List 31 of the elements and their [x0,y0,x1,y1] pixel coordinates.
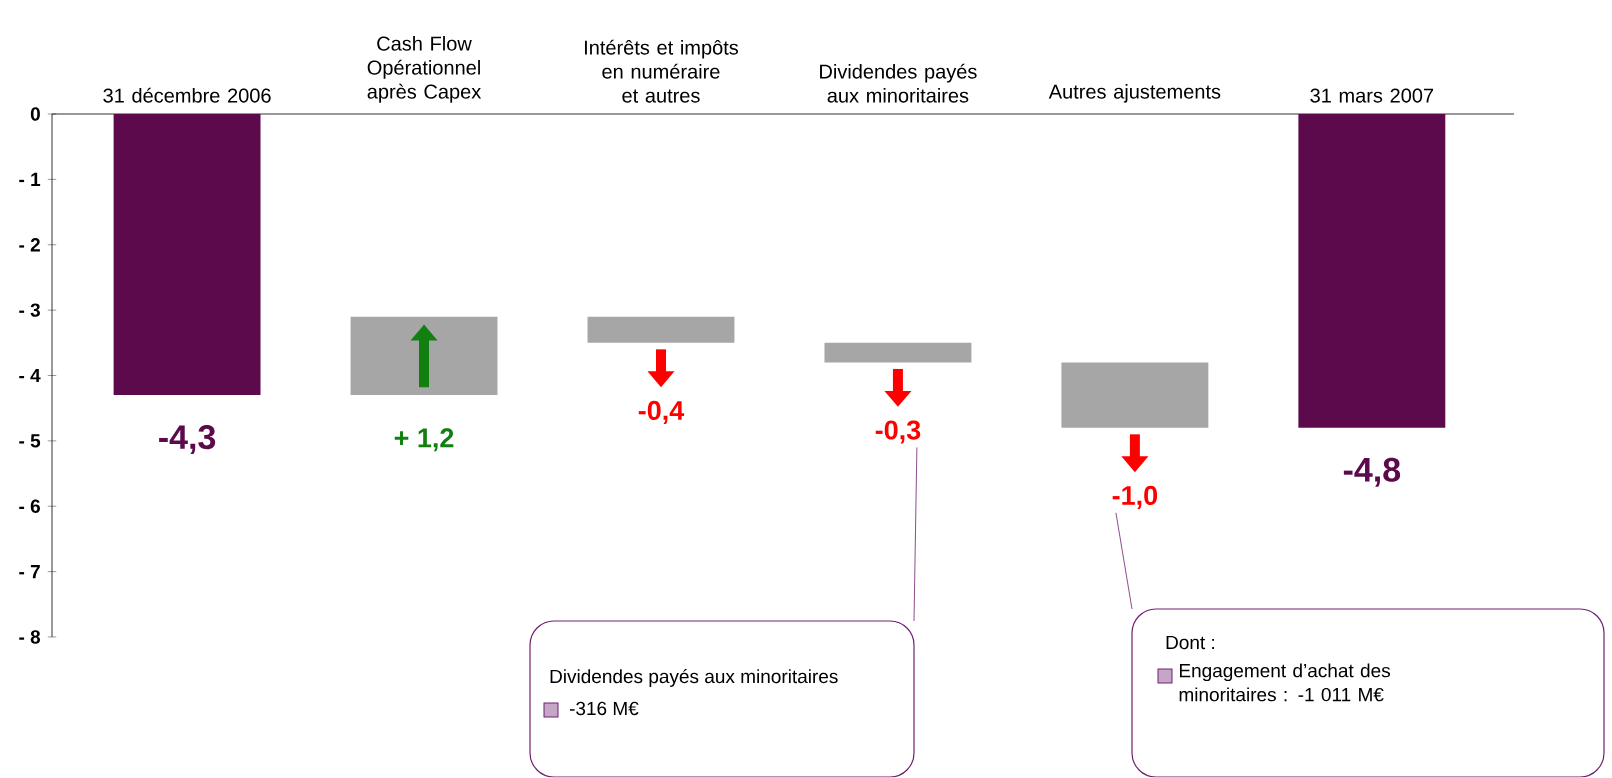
y-tick-label: - 5 [19,434,41,448]
text: Engagement d’achat des minoritaires : -1 011 M€ [1179,663,1390,702]
text: -316 M€ [569,701,639,716]
bar [1298,114,1446,428]
data-label: -0,3 [875,420,921,444]
data-label: -4,3 [159,425,216,455]
y-tick-label: - 3 [19,303,40,318]
y-tick-label: - 7 [19,565,40,579]
y-tick-label: - 2 [19,238,40,252]
x-tick-label: Autres ajustements [1048,84,1221,103]
x-tick-label: 31 décembre 2006 [103,87,271,103]
data-label: -0,4 [638,401,685,425]
x-tick-label: 31 mars 2007 [1310,88,1434,103]
data-label: + 1,2 [394,428,454,452]
bar [587,316,735,344]
x-tick-label: Cash Flow Opérationnel après Capex [367,36,482,103]
data-label: -1,0 [1112,486,1158,510]
bar [824,343,972,363]
x-tick-label: Intérêts et impôts en numéraire et autres [585,39,739,103]
y-tick-label: - 6 [19,499,40,514]
bar [113,114,261,396]
data-label: -4,8 [1343,457,1401,487]
x-tick-label: Dividendes payés aux minoritaires [820,63,977,103]
bar [1061,362,1209,428]
text: Dividendes payés aux minoritaires [550,669,838,688]
y-tick-label: - 4 [19,369,41,383]
annotation: Dont : [1166,636,1215,650]
bar [350,316,498,396]
y-tick-label: - 1 [19,173,41,187]
y-tick-label: 0 [30,107,40,121]
y-tick-label: - 8 [19,630,41,644]
